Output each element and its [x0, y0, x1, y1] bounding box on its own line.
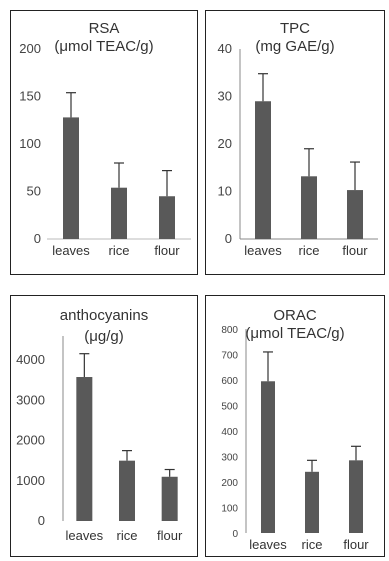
- bar-chart-tpc: 0 10 20 30 40 leaves rice flour: [218, 41, 378, 258]
- y-tick-label: 40: [218, 41, 232, 56]
- x-tick-label: leaves: [66, 528, 104, 543]
- y-tick-label: 30: [218, 89, 232, 104]
- y-tick-label: 800: [221, 325, 238, 336]
- chart-title: TPC: [280, 20, 310, 37]
- chart-panel-anthocyanins: anthocyanins (μg/g) 0 1000 2000 3000 4000 lea…: [10, 295, 198, 557]
- bar: [159, 196, 175, 239]
- x-tick-label: flour: [343, 537, 369, 552]
- y-tick-label: 100: [221, 504, 238, 515]
- x-tick-label: rice: [117, 528, 138, 543]
- bar: [301, 176, 317, 239]
- y-tick-label: 600: [221, 376, 238, 387]
- bar-chart-anthocyanins: 0 1000 2000 3000 4000 leaves rice flour: [16, 336, 183, 543]
- chart-title: ORAC: [273, 307, 317, 324]
- bar-chart-rsa: 0 50 100 150 200 leaves rice flour: [19, 41, 191, 258]
- y-tick-label: 0: [232, 529, 238, 540]
- bar: [63, 117, 79, 239]
- bar: [347, 190, 363, 239]
- bar-chart-orac: 0 100 200 300 400 500 600 700 800 leaves rice flour: [221, 325, 369, 552]
- y-tick-label: 500: [221, 402, 238, 413]
- y-tick-label: 50: [27, 184, 41, 199]
- x-tick-label: rice: [109, 243, 130, 258]
- bar: [161, 476, 178, 521]
- y-tick-label: 4000: [16, 352, 45, 367]
- y-tick-label: 10: [218, 184, 232, 199]
- x-tick-label: flour: [342, 243, 368, 258]
- bar: [261, 381, 275, 533]
- bar: [76, 377, 93, 521]
- x-tick-label: leaves: [249, 537, 287, 552]
- y-tick-label: 1000: [16, 473, 45, 488]
- chart-subtitle: (μmol TEAC/g): [245, 325, 345, 342]
- y-tick-label: 100: [19, 136, 41, 151]
- bar: [111, 187, 127, 239]
- chart-panel-orac: ORAC (μmol TEAC/g) 0 100 200 300 400 500 600 70…: [205, 295, 385, 557]
- chart-subtitle: (mg GAE/g): [255, 38, 335, 55]
- y-tick-label: 200: [19, 41, 41, 56]
- y-tick-label: 0: [225, 231, 232, 246]
- y-tick-label: 0: [34, 231, 41, 246]
- bar: [305, 471, 319, 533]
- chart-panel-rsa: RSA (μmol TEAC/g) 0 50 100 150 200 leaves rice…: [10, 10, 198, 275]
- y-tick-label: 300: [221, 453, 238, 464]
- y-tick-label: 3000: [16, 392, 45, 407]
- x-tick-label: leaves: [244, 243, 282, 258]
- bar: [349, 460, 363, 533]
- y-tick-label: 0: [38, 513, 45, 528]
- x-tick-label: rice: [299, 243, 320, 258]
- x-tick-label: rice: [302, 537, 323, 552]
- chart-title: anthocyanins: [59, 307, 149, 324]
- bar: [119, 460, 135, 521]
- y-tick-label: 2000: [16, 433, 45, 448]
- y-tick-label: 400: [221, 427, 238, 438]
- chart-title: RSA: [88, 20, 120, 37]
- chart-subtitle: (μg/g): [84, 328, 124, 345]
- y-tick-label: 150: [19, 89, 41, 104]
- y-tick-label: 200: [221, 478, 238, 489]
- y-tick-label: 20: [218, 136, 232, 151]
- chart-panel-tpc: TPC (mg GAE/g) 0 10 20 30 40 leaves rice flour: [205, 10, 385, 275]
- x-tick-label: flour: [154, 243, 180, 258]
- x-tick-label: leaves: [52, 243, 90, 258]
- bar: [255, 101, 271, 239]
- x-tick-label: flour: [157, 528, 183, 543]
- chart-subtitle: (μmol TEAC/g): [54, 38, 154, 55]
- y-tick-label: 700: [221, 351, 238, 362]
